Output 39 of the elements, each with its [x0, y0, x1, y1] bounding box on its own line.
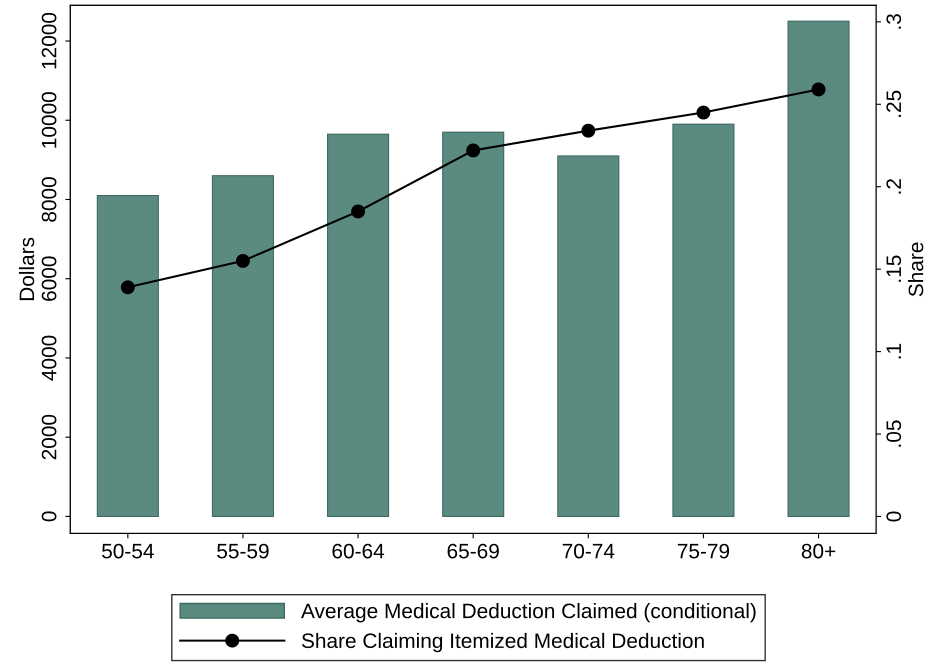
y2-tick-label: 0	[886, 511, 902, 522]
bar	[557, 155, 620, 517]
y2-tick-label: .2	[886, 179, 901, 194]
point	[120, 280, 135, 294]
point	[696, 106, 710, 120]
y-tick-label: 12000	[42, 12, 56, 68]
bar	[787, 20, 850, 517]
x-tick-label: 80+	[802, 544, 836, 558]
x-tick-label: 55-59	[217, 544, 269, 558]
bar	[327, 134, 390, 517]
point	[351, 204, 366, 218]
y-tick-label: 2000	[42, 414, 56, 460]
x-tick-label: 50-54	[102, 544, 154, 558]
y-tick-label: 0	[42, 511, 56, 522]
y-tick-label: 10000	[42, 92, 56, 148]
legend-label: Share Claiming Itemized Medical Deduction	[302, 632, 704, 652]
y2-tick-label: .05	[886, 420, 902, 447]
y-tick-label: 4000	[42, 336, 56, 381]
y-tick-label: 6000	[42, 256, 56, 301]
y2-tick-label: .3	[886, 14, 902, 29]
bar	[442, 132, 504, 517]
x-tick-label: 75-79	[678, 544, 730, 558]
y-tick-label: 8000	[42, 177, 56, 222]
bar	[212, 175, 274, 517]
point	[581, 124, 596, 138]
y2-axis-title: Share	[908, 242, 924, 296]
x-tick-label: 70-74	[562, 544, 614, 558]
y2-tick-label: .1	[886, 344, 901, 358]
y2-tick-label: .25	[886, 90, 902, 117]
bar	[672, 124, 734, 517]
y-axis-title: Dollars	[18, 238, 34, 300]
x-tick-label: 60-64	[332, 544, 384, 558]
bar	[96, 194, 159, 517]
point	[236, 254, 250, 268]
point	[466, 144, 480, 158]
y2-tick-label: .15	[886, 256, 902, 282]
x-tick-label: 65-69	[448, 544, 499, 558]
point	[812, 82, 826, 96]
legend-label: Average Medical Deduction Claimed (conditional)	[301, 602, 756, 622]
